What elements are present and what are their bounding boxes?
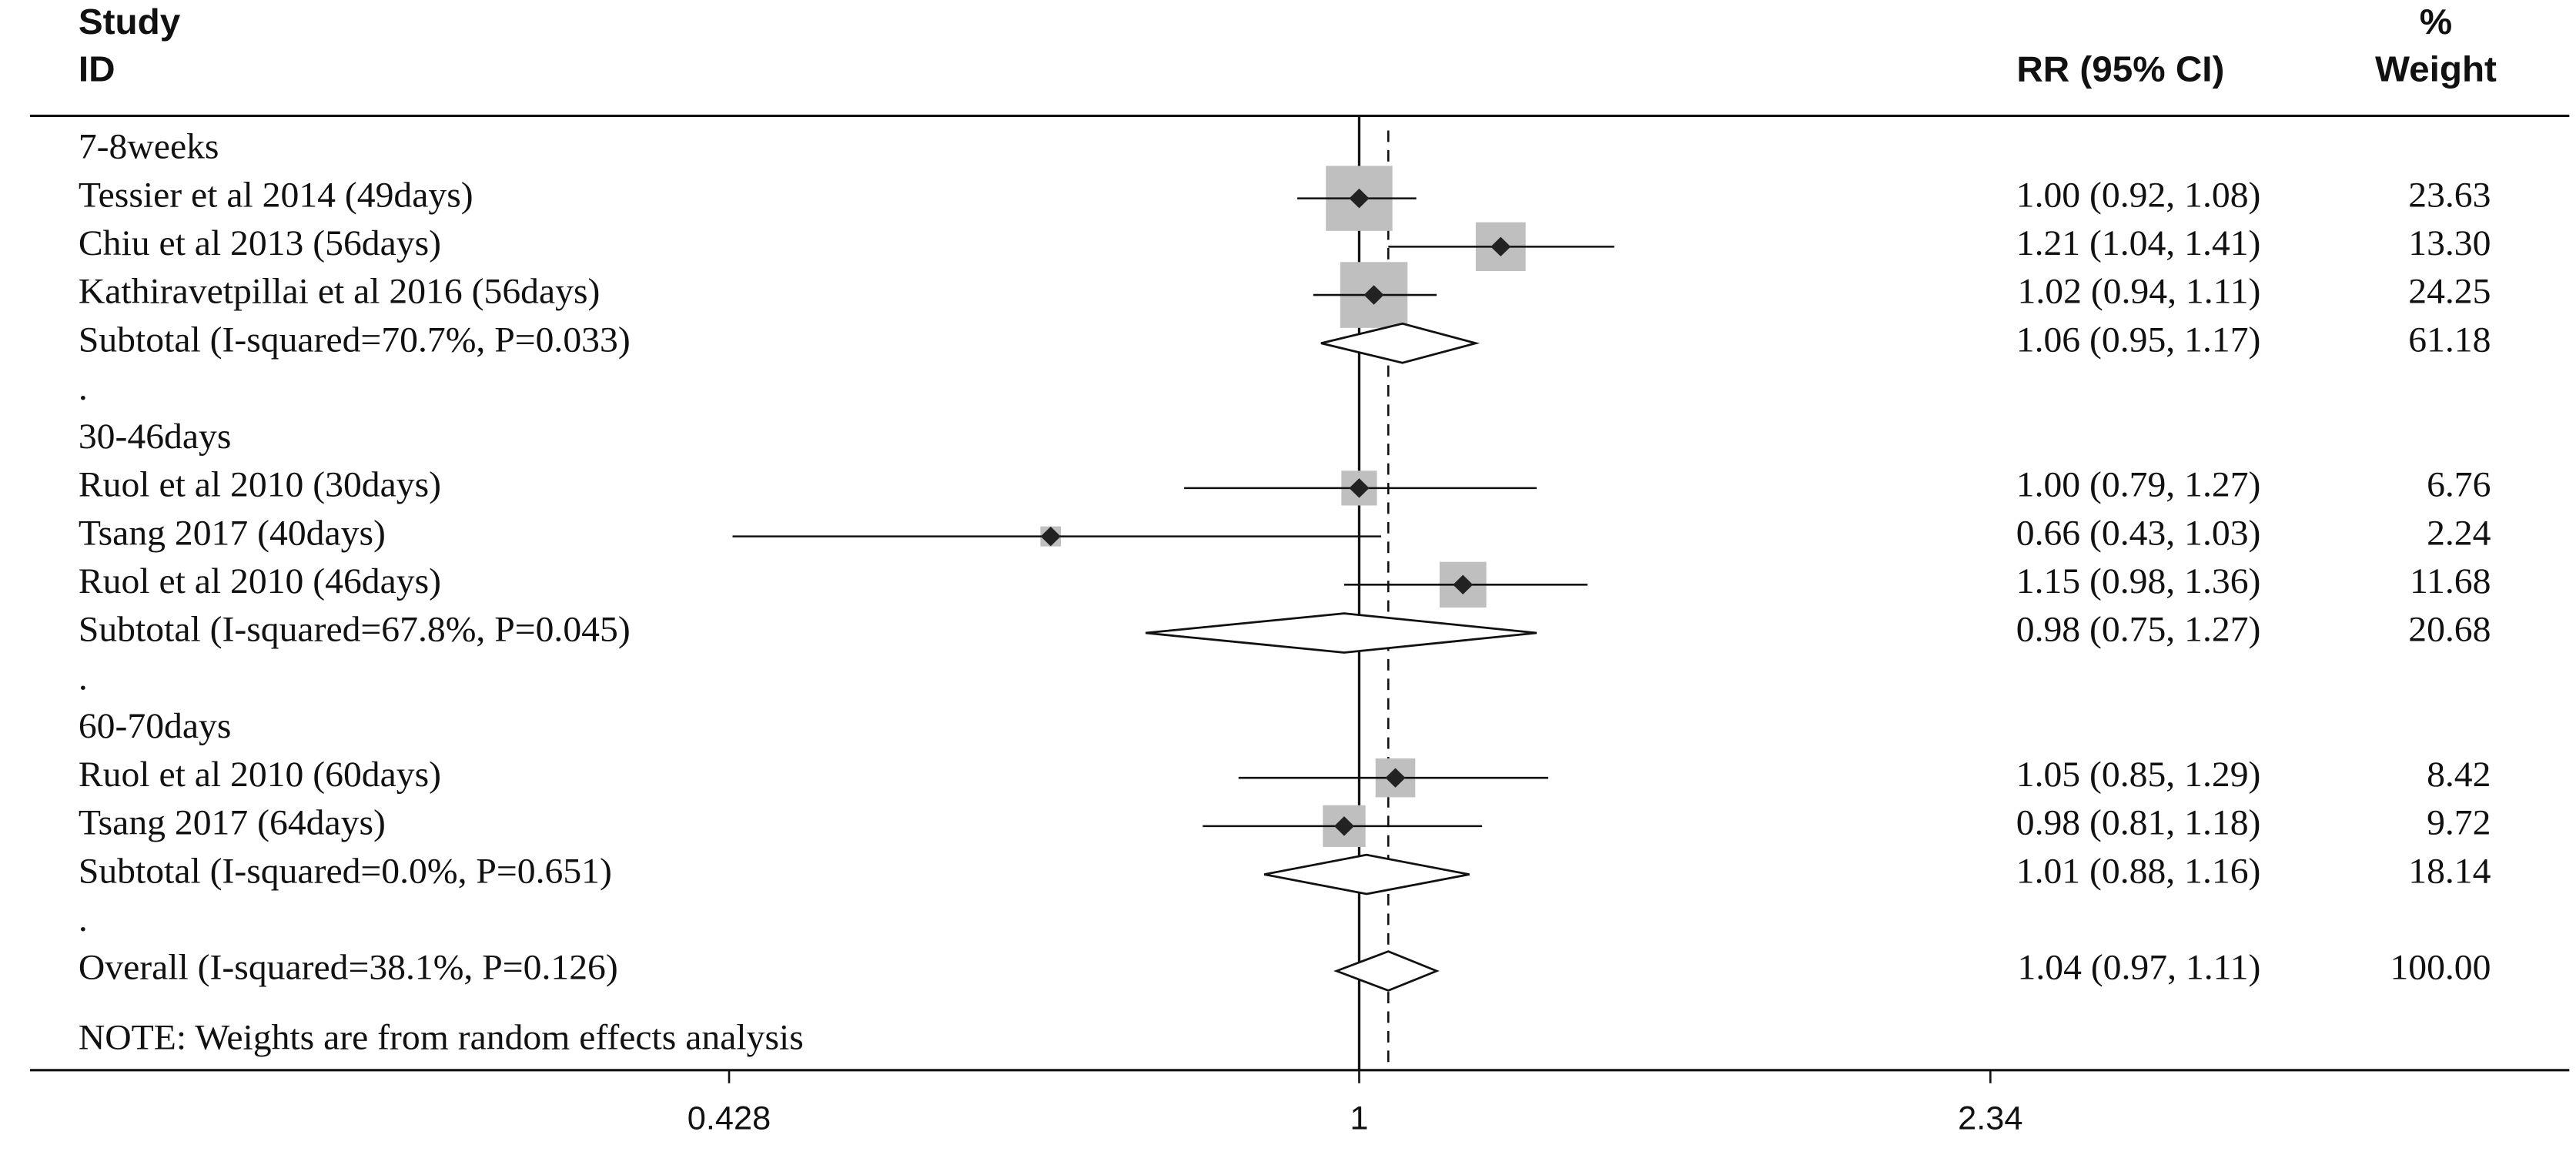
spacer-label: . [79,899,88,939]
study-label: Kathiravetpillai et al 2016 (56days) [79,272,601,311]
weight-label: 23.63 [2408,176,2491,215]
x-tick-label: 2.34 [1958,1100,2022,1137]
header-id: ID [79,49,115,89]
ci-label: 1.04 (0.97, 1.11) [2018,948,2261,987]
ci-label: 1.02 (0.94, 1.11) [2018,272,2261,311]
ci-label: 0.98 (0.75, 1.27) [2016,610,2261,649]
weight-label: 9.72 [2427,803,2491,842]
ci-label: 1.15 (0.98, 1.36) [2016,561,2261,601]
point [1333,816,1354,836]
study-label: Tsang 2017 (64days) [79,803,386,842]
group-label: 7-8weeks [79,127,219,166]
note: NOTE: Weights are from random effects an… [79,1018,804,1057]
x-tick-label: 0.428 [687,1100,771,1137]
weight-label: 61.18 [2408,320,2491,360]
study-label: Ruol et al 2010 (46days) [79,561,441,601]
subtotal-label: Subtotal (I-squared=0.0%, P=0.651) [79,852,612,891]
header-pct: % [2420,2,2452,42]
study-label: Tsang 2017 (40days) [79,514,386,553]
weight-label: 24.25 [2408,272,2491,311]
ci-label: 1.00 (0.79, 1.27) [2016,465,2261,504]
weight-label: 20.68 [2408,610,2491,649]
ci-label: 1.05 (0.85, 1.29) [2016,755,2261,794]
ci-label: 0.66 (0.43, 1.03) [2016,514,2261,553]
overall-label: Overall (I-squared=38.1%, P=0.126) [79,948,618,987]
subtotal-diamond [1263,853,1470,896]
study-label: Ruol et al 2010 (60days) [79,755,441,794]
header-weight: Weight [2375,49,2497,89]
ci-label: 1.06 (0.95, 1.17) [2016,320,2261,360]
weight-label: 13.30 [2408,223,2491,263]
spacer-label: . [79,369,88,408]
ci-label: 0.98 (0.81, 1.18) [2016,803,2261,842]
weight-label: 6.76 [2427,465,2491,504]
subtotal-label: Subtotal (I-squared=67.8%, P=0.045) [79,610,631,649]
weight-label: 11.68 [2410,561,2491,601]
header-rr: RR (95% CI) [2016,49,2224,89]
ci-label: 1.00 (0.92, 1.08) [2016,176,2261,215]
weight-label: 18.14 [2408,852,2491,891]
header-study: Study [79,2,180,42]
group-label: 60-70days [79,707,232,746]
weight-label: 2.24 [2427,514,2491,553]
weight-label: 8.42 [2427,755,2491,794]
study-label: Chiu et al 2013 (56days) [79,223,441,263]
point [1490,236,1511,257]
point [1040,526,1061,547]
spacer-label: . [79,658,88,698]
overall-diamond [1333,950,1440,992]
group-label: 30-46days [79,417,232,456]
point [1385,768,1406,788]
study-label: Ruol et al 2010 (30days) [79,465,441,504]
study-label: Tessier et al 2014 (49days) [79,176,473,215]
subtotal-label: Subtotal (I-squared=70.7%, P=0.033) [79,320,631,360]
point [1453,574,1474,595]
subtotal-diamond [1145,612,1537,654]
ci-label: 1.01 (0.88, 1.16) [2016,852,2261,891]
ci-label: 1.21 (1.04, 1.41) [2016,223,2261,263]
x-tick-label: 1 [1350,1100,1368,1137]
weight-label: 100.00 [2390,948,2491,987]
subtotal-diamond [1320,322,1480,364]
